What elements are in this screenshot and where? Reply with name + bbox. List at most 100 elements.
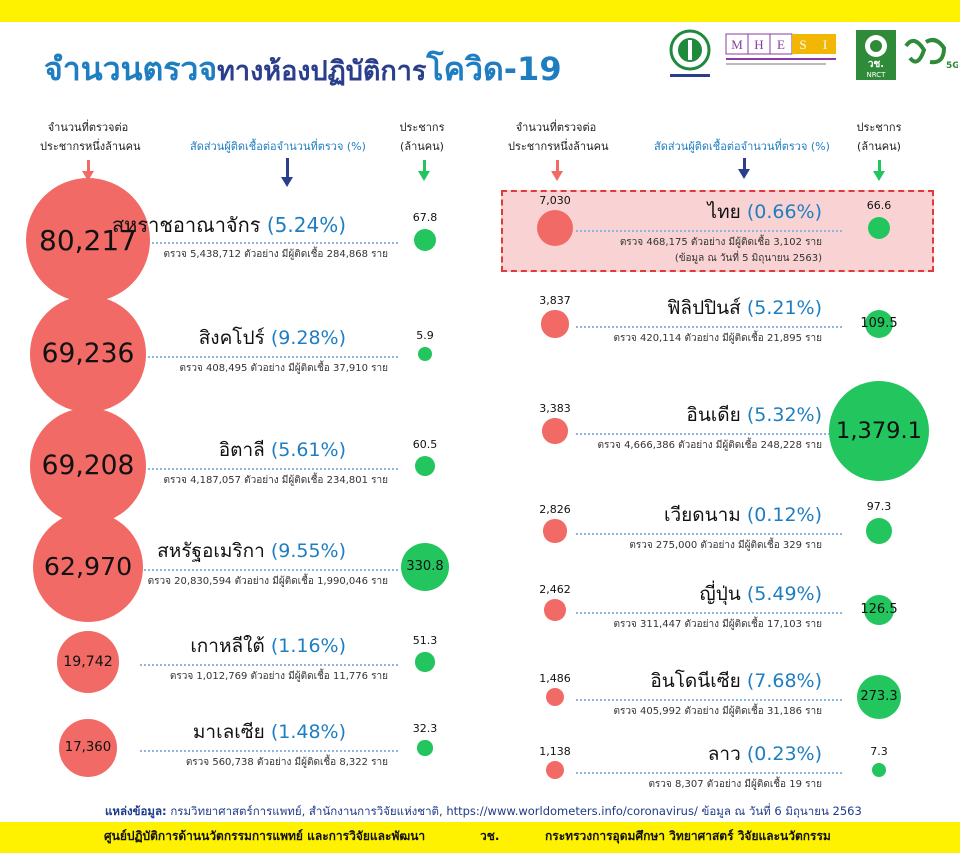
mhesi-logo: M H E S I xyxy=(725,33,836,65)
country-label: สหรัฐอเมริกา xyxy=(157,540,271,562)
left-header-tests-line1: จำนวนที่ตรวจต่อ xyxy=(47,121,129,134)
leader-line xyxy=(576,699,842,701)
test-detail: ตรวจ 5,438,712 ตัวอย่าง มีผู้ติดเชื้อ 28… xyxy=(163,249,388,260)
tests-per-million-value: 62,970 xyxy=(43,552,133,582)
positive-ratio-value: (5.61%) xyxy=(270,439,346,461)
population-value: 60.5 xyxy=(412,437,438,451)
population-bubble: 1,379.1 xyxy=(829,381,929,481)
right-header-tests-line2: ประชากรหนึ่งล้านคน xyxy=(508,140,609,153)
test-detail: ตรวจ 560,738 ตัวอย่าง มีผู้ติดเชื้อ 8,32… xyxy=(185,757,388,768)
country-name: มาเลเซีย (1.48%) xyxy=(193,717,346,747)
leader-line xyxy=(140,569,398,571)
tests-per-million-value: 3,383 xyxy=(539,402,571,416)
population-value: 32.3 xyxy=(412,722,438,736)
country-name: ลาว (0.23%) xyxy=(708,739,822,769)
title-part1: จำนวนตรวจ xyxy=(44,50,218,88)
population-bubble xyxy=(415,652,435,672)
tests-per-million-bubble xyxy=(542,418,568,444)
country-name: อินเดีย (5.32%) xyxy=(686,400,822,430)
tests-per-million-value: 17,360 xyxy=(64,740,112,756)
country-name: ฟิลิปปินส์ (5.21%) xyxy=(667,293,822,323)
population-bubble xyxy=(865,517,893,545)
leader-line xyxy=(140,356,398,358)
tests-per-million-value: 69,236 xyxy=(41,338,135,370)
mhesi-letter-i: I xyxy=(823,37,827,52)
positive-ratio-value: (0.66%) xyxy=(746,201,822,223)
population-value: 5.9 xyxy=(416,329,434,342)
footer-left: ศูนย์ปฏิบัติการด้านนวัตกรรมการแพทย์ และก… xyxy=(104,829,426,843)
left-header-ratio: สัดส่วนผู้ติดเชื้อต่อจำนวนที่ตรวจ (%) xyxy=(190,140,366,153)
country-label: อิตาลี xyxy=(218,439,271,461)
tests-per-million-bubble: 80,217 xyxy=(26,178,150,302)
population-bubble xyxy=(417,740,433,756)
country-label: สิงคโปร์ xyxy=(198,327,271,349)
top-yellow-bar xyxy=(0,0,960,22)
country-name: สหราชอาณาจักร (5.24%) xyxy=(112,209,346,241)
leader-line xyxy=(576,533,842,535)
positive-ratio-value: (5.21%) xyxy=(746,297,822,319)
leader-line xyxy=(576,230,842,232)
test-detail: ตรวจ 20,830,594 ตัวอย่าง มีผู้ติดเชื้อ 1… xyxy=(147,576,388,587)
positive-ratio-value: (9.28%) xyxy=(270,327,346,349)
population-bubble: 330.8 xyxy=(400,542,450,592)
test-detail: ตรวจ 405,992 ตัวอย่าง มีผู้ติดเชื้อ 31,1… xyxy=(613,706,822,717)
source-text: กรมวิทยาศาสตร์การแพทย์, สำนักงานการวิจัย… xyxy=(170,804,862,818)
logo-strip: M H E S I วช. NRCT 5G xyxy=(669,29,958,80)
country-name: ไทย (0.66%) xyxy=(708,197,822,227)
tests-per-million-value: 69,208 xyxy=(41,450,135,482)
country-label: เวียดนาม xyxy=(663,504,747,526)
tests-per-million-value: 7,030 xyxy=(539,193,571,207)
population-bubble xyxy=(413,228,437,252)
positive-ratio-value: (9.55%) xyxy=(270,540,346,562)
footer-middle: วช. xyxy=(480,829,500,843)
test-detail: ตรวจ 1,012,769 ตัวอย่าง มีผู้ติดเชื้อ 11… xyxy=(169,671,388,682)
left-header-population-line2: (ล้านคน) xyxy=(400,140,444,153)
right-header-tests: จำนวนที่ตรวจต่อ ประชากรหนึ่งล้านคน xyxy=(508,118,609,156)
tests-per-million-value: 2,462 xyxy=(539,583,571,597)
right-header-tests-line1: จำนวนที่ตรวจต่อ xyxy=(515,121,597,134)
title-part2: ทางห้องปฏิบัติการ xyxy=(217,56,427,87)
population-bubble xyxy=(418,347,432,361)
country-name: อิตาลี (5.61%) xyxy=(219,435,346,465)
tests-per-million-bubble: 19,742 xyxy=(57,631,119,693)
test-detail: ตรวจ 8,307 ตัวอย่าง มีผู้ติดเชื้อ 19 ราย xyxy=(648,779,822,790)
left-header-population: ประชากร (ล้านคน) xyxy=(392,118,452,156)
test-detail: ตรวจ 4,666,386 ตัวอย่าง มีผู้ติดเชื้อ 24… xyxy=(597,440,822,451)
leader-line xyxy=(576,612,842,614)
five-g-text: 5G xyxy=(946,61,958,71)
test-detail: ตรวจ 468,175 ตัวอย่าง มีผู้ติดเชื้อ 3,10… xyxy=(619,237,822,248)
tests-per-million-value: 2,826 xyxy=(539,503,571,517)
country-label: สหราชอาณาจักร xyxy=(111,213,267,237)
positive-ratio-value: (5.49%) xyxy=(746,583,822,605)
leader-line xyxy=(140,468,398,470)
tests-per-million-bubble xyxy=(536,209,574,247)
population-value: 51.3 xyxy=(412,634,438,648)
population-value: 1,379.1 xyxy=(836,418,922,444)
population-bubble: 126.5 xyxy=(860,594,898,626)
test-detail: ตรวจ 311,447 ตัวอย่าง มีผู้ติดเชื้อ 17,1… xyxy=(613,619,822,630)
leader-line xyxy=(140,242,398,244)
positive-ratio-value: (0.12%) xyxy=(746,504,822,526)
anniversary-5g-logo: 5G xyxy=(904,38,958,71)
tests-per-million-bubble xyxy=(543,519,567,543)
country-label: ไทย xyxy=(707,201,747,223)
test-detail: ตรวจ 4,187,057 ตัวอย่าง มีผู้ติดเชื้อ 23… xyxy=(163,475,388,486)
leader-line xyxy=(576,772,842,774)
country-label: ลาว xyxy=(707,743,747,765)
country-label: เกาหลีใต้ xyxy=(190,635,271,657)
tests-per-million-bubble: 17,360 xyxy=(59,719,117,777)
test-detail: ตรวจ 275,000 ตัวอย่าง มีผู้ติดเชื้อ 329 … xyxy=(629,540,822,551)
country-name: ญี่ปุ่น (5.49%) xyxy=(700,579,822,609)
leader-line xyxy=(576,326,842,328)
positive-ratio-value: (7.68%) xyxy=(746,670,822,692)
population-value: 97.3 xyxy=(866,499,892,513)
tests-per-million-bubble: 69,236 xyxy=(30,296,146,412)
country-label: อินเดีย xyxy=(686,404,747,426)
tests-per-million-bubble: 62,970 xyxy=(33,512,143,622)
positive-ratio-value: (1.48%) xyxy=(270,721,346,743)
mhesi-letter-s: S xyxy=(799,37,806,52)
positive-ratio-value: (5.24%) xyxy=(266,213,346,237)
population-bubble: 273.3 xyxy=(856,674,902,720)
positive-ratio-value: (5.32%) xyxy=(746,404,822,426)
right-header-population-line2: (ล้านคน) xyxy=(857,140,901,153)
